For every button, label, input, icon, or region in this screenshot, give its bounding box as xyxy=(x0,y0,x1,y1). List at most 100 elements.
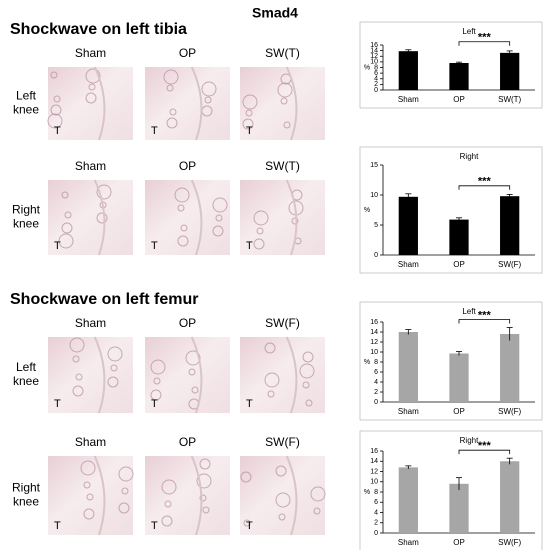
cell-cluster xyxy=(291,217,299,225)
y-tick-label: 0 xyxy=(374,87,378,94)
cell-cluster xyxy=(240,471,252,483)
cell-cluster xyxy=(196,473,212,489)
cartilage-edge xyxy=(285,66,298,141)
section-heading: Shockwave on left femur xyxy=(10,291,199,308)
cell-cluster xyxy=(118,502,130,514)
y-tick-label: 10 xyxy=(370,349,378,356)
cell-cluster xyxy=(191,386,199,394)
column-heading: SW(F) xyxy=(265,316,300,330)
cell-cluster xyxy=(118,466,134,482)
bar xyxy=(500,196,520,255)
cartilage-edge xyxy=(190,179,203,256)
image-marker: T xyxy=(246,125,253,137)
chart-frame xyxy=(359,430,543,550)
bar xyxy=(449,63,469,90)
cell-cluster xyxy=(169,108,177,116)
y-axis-label: % xyxy=(364,489,370,496)
chart-title: Left xyxy=(462,307,476,316)
histology-image xyxy=(240,456,325,535)
cartilage-edge xyxy=(93,179,106,256)
chart-frame xyxy=(359,146,543,274)
histology-image xyxy=(48,456,133,535)
y-axis-label: % xyxy=(364,64,370,71)
image-marker: T xyxy=(246,520,253,532)
y-tick-label: 12 xyxy=(370,53,378,60)
cell-cluster xyxy=(267,390,275,398)
y-tick-label: 15 xyxy=(370,162,378,169)
cell-cluster xyxy=(110,364,118,372)
histology-image xyxy=(240,180,325,255)
cell-cluster xyxy=(242,118,254,130)
image-marker: T xyxy=(54,520,61,532)
column-heading: Sham xyxy=(75,316,106,330)
cell-cluster xyxy=(283,121,291,129)
x-tick-label: SW(F) xyxy=(498,407,521,416)
cartilage-edge xyxy=(93,336,106,414)
y-tick-label: 10 xyxy=(370,192,378,199)
x-tick-label: SW(F) xyxy=(498,260,521,269)
cell-cluster xyxy=(72,355,80,363)
y-tick-label: 2 xyxy=(374,520,378,527)
cell-cluster xyxy=(177,235,189,247)
cell-cluster xyxy=(50,71,58,79)
y-tick-label: 0 xyxy=(374,252,378,259)
y-tick-label: 6 xyxy=(374,70,378,77)
cell-cluster xyxy=(280,97,288,105)
cell-cluster xyxy=(202,506,210,514)
histology-image xyxy=(145,456,230,535)
cell-cluster xyxy=(88,83,96,91)
column-heading: SW(T) xyxy=(265,159,300,173)
cell-cluster xyxy=(53,95,61,103)
x-tick-label: OP xyxy=(453,260,465,269)
figure-title: Smad4 xyxy=(252,5,298,21)
cell-cluster xyxy=(85,68,101,84)
cell-cluster xyxy=(80,460,96,476)
cell-cluster xyxy=(153,377,161,385)
y-tick-label: 16 xyxy=(370,319,378,326)
cell-cluster xyxy=(58,233,74,249)
cell-cluster xyxy=(47,113,63,129)
row-label: Left knee xyxy=(13,89,39,117)
significance-label: *** xyxy=(478,176,492,188)
cell-cluster xyxy=(264,342,276,354)
histology-image xyxy=(145,337,230,413)
y-tick-label: 4 xyxy=(374,76,378,83)
cell-cluster xyxy=(264,372,280,388)
y-tick-label: 0 xyxy=(374,399,378,406)
x-tick-label: SW(T) xyxy=(498,95,521,104)
cell-cluster xyxy=(199,494,207,502)
cell-cluster xyxy=(275,492,291,508)
cell-cluster xyxy=(201,81,217,97)
image-marker: T xyxy=(54,240,61,252)
cell-cluster xyxy=(256,227,264,235)
column-heading: Sham xyxy=(75,46,106,60)
chart-title: Left xyxy=(462,27,476,36)
histology-image xyxy=(48,67,133,140)
cell-cluster xyxy=(305,399,313,407)
bar xyxy=(500,461,520,533)
section-heading: Shockwave on left tibia xyxy=(10,21,187,38)
cell-cluster xyxy=(188,368,196,376)
cell-cluster xyxy=(61,191,69,199)
cell-cluster xyxy=(83,481,91,489)
cell-cluster xyxy=(166,117,178,129)
cell-cluster xyxy=(107,346,123,362)
cell-cluster xyxy=(302,381,310,389)
cell-cluster xyxy=(212,225,224,237)
cell-cluster xyxy=(310,486,326,502)
cell-cluster xyxy=(299,363,315,379)
cell-cluster xyxy=(204,96,212,104)
cell-cluster xyxy=(199,458,211,470)
cell-cluster xyxy=(275,465,287,477)
cell-cluster xyxy=(185,350,201,366)
cartilage-edge xyxy=(285,179,298,256)
cell-cluster xyxy=(166,84,174,92)
y-tick-label: 8 xyxy=(374,64,378,71)
y-tick-label: 4 xyxy=(374,379,378,386)
cell-cluster xyxy=(253,238,265,250)
histology-image xyxy=(145,67,230,140)
cell-cluster xyxy=(242,94,258,110)
cartilage-edge xyxy=(190,66,203,141)
significance-label: *** xyxy=(478,440,492,452)
